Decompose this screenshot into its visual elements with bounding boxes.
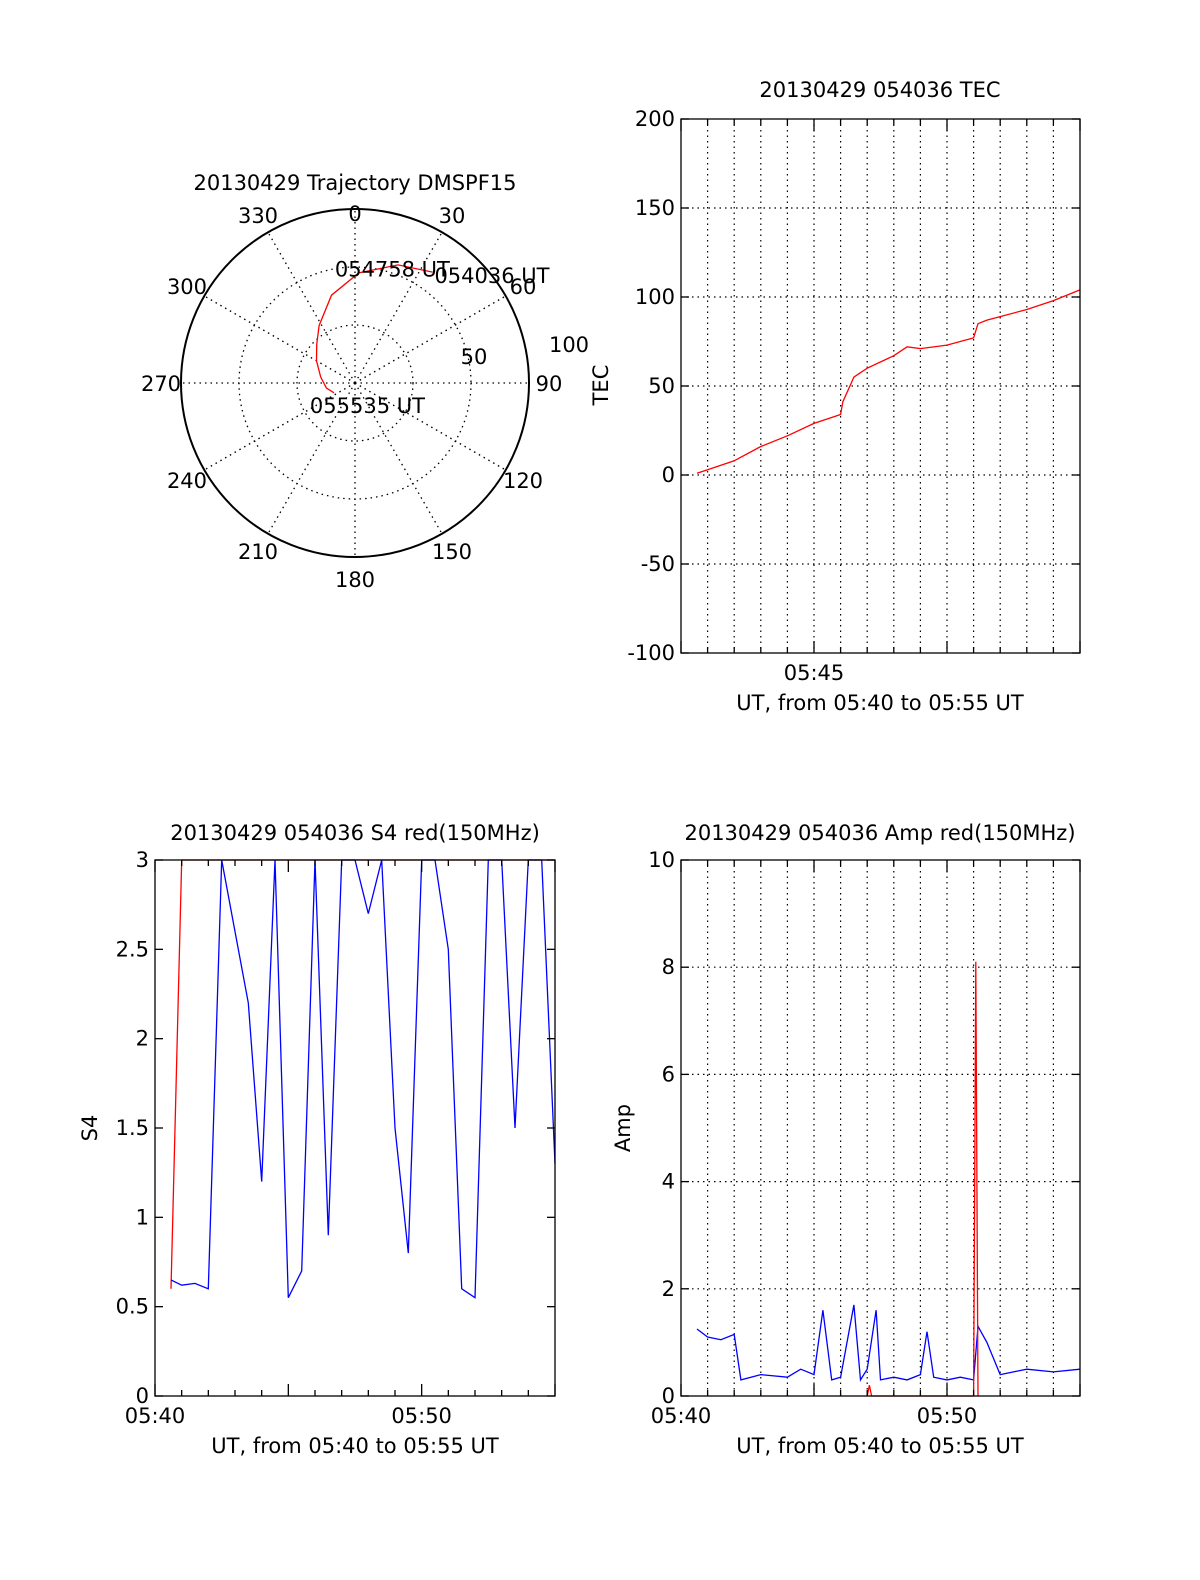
y-tick-label: 0.5 (116, 1295, 149, 1319)
tec-xlabel: UT, from 05:40 to 05:55 UT (736, 691, 1024, 715)
trajectory-annotation: 054758 UT (335, 257, 450, 281)
trajectory-annotation: 055535 UT (310, 394, 425, 418)
polar-spoke (267, 382, 356, 535)
y-tick-label: 0 (136, 1384, 149, 1408)
tec-panel: 20130429 054036 TEC UT, from 05:40 to 05… (589, 78, 1081, 715)
y-tick-label: 3 (136, 848, 149, 872)
s4-panel: 20130429 054036 S4 red(150MHz) UT, from … (78, 821, 556, 1458)
polar-radius-label: 100 (549, 333, 589, 357)
y-tick-label: 150 (635, 196, 675, 220)
series-line (866, 961, 979, 1397)
y-tick-label: 200 (635, 107, 675, 131)
polar-angle-label: 30 (439, 204, 466, 228)
y-tick-label: 8 (662, 955, 675, 979)
y-tick-label: 50 (648, 374, 675, 398)
y-tick-label: 4 (662, 1170, 675, 1194)
tec-ylabel: TEC (589, 365, 613, 407)
polar-angle-label: 150 (432, 540, 472, 564)
y-tick-label: 100 (635, 285, 675, 309)
polar-spoke (354, 231, 443, 384)
s4-ylabel: S4 (78, 1115, 102, 1142)
x-tick-label: 05:40 (651, 1404, 712, 1428)
y-tick-label: 6 (662, 1062, 675, 1086)
polar-spoke (354, 295, 507, 384)
y-tick-label: 2 (136, 1027, 149, 1051)
series-line (696, 1304, 1081, 1382)
plot-frame (154, 859, 556, 1397)
y-tick-label: 10 (648, 848, 675, 872)
amp-ylabel: Amp (611, 1104, 635, 1152)
y-tick-label: 2 (662, 1277, 675, 1301)
amp-panel: 20130429 054036 Amp red(150MHz) UT, from… (611, 821, 1081, 1458)
trajectory-annotation: 054036 UT (434, 264, 549, 288)
s4-xlabel: UT, from 05:40 to 05:55 UT (211, 1434, 499, 1458)
polar-ring-inner (296, 324, 414, 442)
polar-angle-label: 90 (536, 372, 563, 396)
polar-angle-label: 120 (503, 469, 543, 493)
y-tick-label: 1 (136, 1205, 149, 1229)
tec-title: 20130429 054036 TEC (759, 78, 1000, 102)
polar-angle-label: 240 (167, 469, 207, 493)
s4-title: 20130429 054036 S4 red(150MHz) (170, 821, 540, 845)
polar-angle-label: 300 (167, 275, 207, 299)
series-line (170, 859, 555, 1289)
polar-angle-label: 60 (510, 275, 537, 299)
plot-frame (680, 859, 1081, 1397)
y-tick-label: 2.5 (116, 937, 149, 961)
polar-spoke (354, 382, 443, 535)
trajectory-line (315, 264, 433, 394)
y-tick-label: 0 (662, 1384, 675, 1408)
polar-angle-label: 330 (238, 204, 278, 228)
polar-ring-mid (238, 266, 472, 500)
x-tick-label: 05:45 (784, 661, 845, 685)
x-tick-label: 05:40 (125, 1404, 186, 1428)
series-line (696, 289, 1081, 474)
polar-spoke (203, 382, 356, 471)
y-tick-label: -50 (641, 552, 675, 576)
polar-radius-label: 50 (461, 345, 488, 369)
polar-boundary (180, 208, 530, 558)
polar-angle-label: 180 (335, 568, 375, 592)
y-tick-label: 0 (662, 463, 675, 487)
y-tick-label: 1.5 (116, 1116, 149, 1140)
polar-spoke (267, 231, 356, 384)
trajectory-panel: 20130429 Trajectory DMSPF15 0 30 60 90 120 15… (141, 171, 589, 592)
amp-title: 20130429 054036 Amp red(150MHz) (684, 821, 1075, 845)
series-line (170, 859, 556, 1299)
x-tick-label: 05:50 (391, 1404, 452, 1428)
polar-spoke (203, 295, 356, 384)
trajectory-title: 20130429 Trajectory DMSPF15 (193, 171, 516, 195)
x-tick-label: 05:50 (917, 1404, 978, 1428)
y-tick-label: -100 (627, 641, 675, 665)
polar-angle-label: 0 (348, 202, 361, 226)
amp-xlabel: UT, from 05:40 to 05:55 UT (736, 1434, 1024, 1458)
polar-spoke (354, 382, 507, 471)
polar-angle-label: 210 (238, 540, 278, 564)
polar-angle-label: 270 (141, 372, 181, 396)
